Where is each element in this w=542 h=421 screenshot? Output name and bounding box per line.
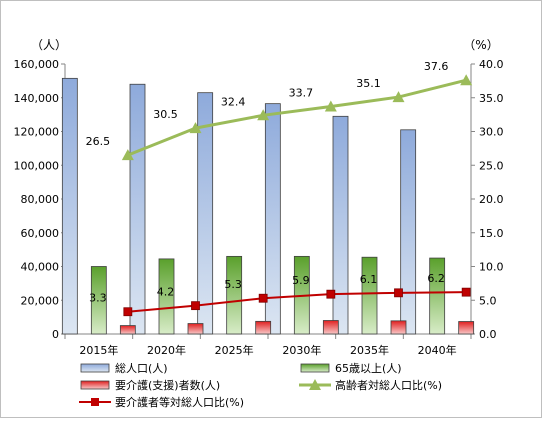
left-tick-label: 100,000 <box>14 159 60 172</box>
x-tick-label: 2035年 <box>350 343 389 357</box>
care-ratio-marker <box>191 301 200 311</box>
elderly-ratio-data-label: 33.7 <box>289 87 314 100</box>
bar-aged-65-plus <box>361 256 378 335</box>
right-tick-label: 40.0 <box>479 58 504 71</box>
legend-aged-65-plus-swatch <box>300 363 330 373</box>
bar-total-population <box>400 129 417 335</box>
care-ratio-marker <box>461 287 471 297</box>
bar-care-recipients <box>322 320 339 335</box>
bar-care-recipients <box>458 321 475 335</box>
bar-care-recipients <box>187 323 204 335</box>
left-tick-label: 20,000 <box>21 294 60 307</box>
legend-elderly-ratio-label: 高齢者対総人口比(%) <box>335 378 442 392</box>
care-ratio-data-label: 6.1 <box>360 273 378 286</box>
care-ratio-data-label: 6.2 <box>427 272 445 285</box>
right-tick-label: 35.0 <box>479 92 504 105</box>
care-ratio-data-label: 5.3 <box>224 278 242 291</box>
legend-care-ratio-swatch-marker <box>91 398 99 406</box>
bar-aged-65-plus <box>158 258 175 335</box>
elderly-ratio-data-label: 26.5 <box>86 135 111 148</box>
legend-care-recipients-swatch <box>80 380 110 390</box>
left-tick-label: 120,000 <box>14 126 60 139</box>
legend-care-ratio-label: 要介護者等対総人口比(%) <box>115 395 244 409</box>
x-tick-label: 2025年 <box>215 343 254 357</box>
bar-care-recipients <box>390 320 407 335</box>
elderly-ratio-line <box>127 78 467 157</box>
elderly-ratio-marker <box>121 149 134 161</box>
care-ratio-marker <box>326 289 336 299</box>
care-ratio-marker <box>258 293 268 303</box>
bar-aged-65-plus <box>90 266 107 335</box>
right-tick-label: 20.0 <box>479 193 504 206</box>
left-tick-label: 80,000 <box>21 193 60 206</box>
elderly-ratio-marker <box>392 91 405 103</box>
elderly-ratio-data-label: 37.6 <box>424 60 449 73</box>
legend-aged-65-plus-label: 65歳以上(人) <box>335 362 402 375</box>
elderly-ratio-marker <box>460 74 473 86</box>
x-tick-label: 2040年 <box>418 343 457 357</box>
care-ratio-data-label: 3.3 <box>89 292 107 305</box>
legend-total-population-label: 総人口(人) <box>115 361 168 375</box>
bar-total-population <box>129 83 146 335</box>
left-tick-label: 40,000 <box>21 261 60 274</box>
right-tick-label: 5.0 <box>479 294 497 307</box>
legend-total-population-swatch <box>80 363 110 373</box>
bar-total-population <box>61 77 78 335</box>
left-axis-unit-label: （人） <box>31 38 67 52</box>
left-tick-label: 0 <box>52 328 59 341</box>
bar-total-population <box>197 92 214 335</box>
care-ratio-data-label: 5.9 <box>292 274 310 287</box>
bar-aged-65-plus <box>226 255 243 335</box>
bar-care-recipients <box>119 325 136 335</box>
care-ratio-marker <box>394 288 403 298</box>
care-ratio-data-label: 4.2 <box>157 286 175 299</box>
legend-elderly-ratio-swatch-marker <box>309 379 321 390</box>
left-tick-label: 60,000 <box>21 227 60 240</box>
plot-area: 0 20,000 40,000 60,000 80,000 100,000 120,000 1… <box>14 58 504 357</box>
elderly-ratio-data-label: 30.5 <box>153 108 178 121</box>
right-axis-unit-label: （%） <box>463 38 498 52</box>
right-tick-label: 30.0 <box>479 126 504 139</box>
care-ratio-line <box>127 291 467 313</box>
elderly-ratio-marker <box>324 100 337 112</box>
care-ratio-marker <box>123 307 133 317</box>
x-tick-label: 2015年 <box>79 343 118 357</box>
bar-care-recipients <box>255 320 272 335</box>
elderly-ratio-marker <box>189 122 202 134</box>
legend: 総人口(人) 65歳以上(人) 要介護(支援)者数(人) 高齢者対総人口比(%) 要介護… <box>79 361 442 409</box>
elderly-ratio-marker <box>257 109 270 121</box>
right-tick-label: 0.0 <box>479 328 497 341</box>
bar-total-population <box>332 115 349 335</box>
bar-total-population <box>264 103 281 335</box>
elderly-ratio-data-label: 32.4 <box>221 95 246 108</box>
x-tick-label: 2020年 <box>147 343 186 357</box>
elderly-ratio-data-label: 35.1 <box>356 77 381 90</box>
left-tick-label: 160,000 <box>14 58 60 71</box>
left-tick-label: 140,000 <box>14 92 60 105</box>
bar-aged-65-plus <box>429 257 446 335</box>
x-tick-label: 2030年 <box>282 343 321 357</box>
right-tick-label: 10.0 <box>479 261 504 274</box>
right-tick-label: 15.0 <box>479 227 504 240</box>
legend-care-recipients-label: 要介護(支援)者数(人) <box>115 378 220 392</box>
right-tick-label: 25.0 <box>479 159 504 172</box>
